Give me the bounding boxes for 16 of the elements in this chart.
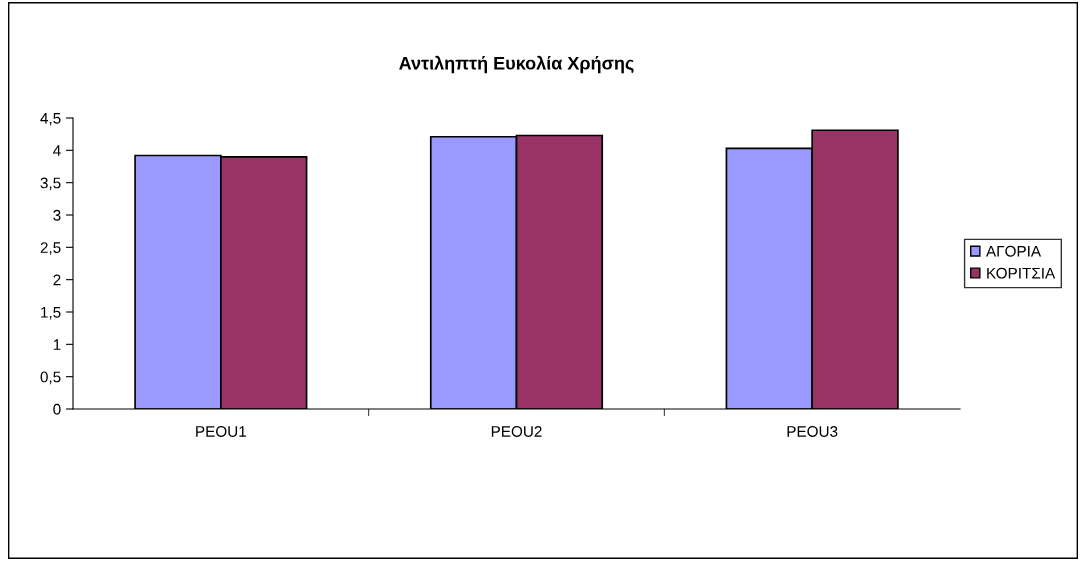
- y-tick-label: 2,5: [40, 242, 61, 255]
- legend-label: ΚΟΡΙΤΣΙΑ: [987, 267, 1056, 279]
- y-tick-label: 0,5: [40, 371, 61, 385]
- y-tick-label: 2: [53, 274, 61, 286]
- x-tick-label: PEOU3: [787, 426, 838, 437]
- y-tick-label: 3: [53, 209, 61, 221]
- y-tick-label: 0: [53, 403, 61, 415]
- y-tick-label: 4: [53, 145, 61, 156]
- y-tick-label: 4,5: [40, 113, 61, 126]
- x-tick-label: PEOU1: [196, 426, 246, 437]
- chart-title: Αντιληπτή Ευκολία Χρήσης: [399, 55, 634, 74]
- legend-label: ΑΓΟΡΙΑ: [986, 245, 1042, 257]
- x-tick-label: PEOU2: [491, 426, 542, 437]
- y-tick-label: 1,5: [41, 307, 61, 320]
- y-tick-label: 1: [53, 339, 61, 350]
- y-tick-label: 3,5: [40, 177, 61, 191]
